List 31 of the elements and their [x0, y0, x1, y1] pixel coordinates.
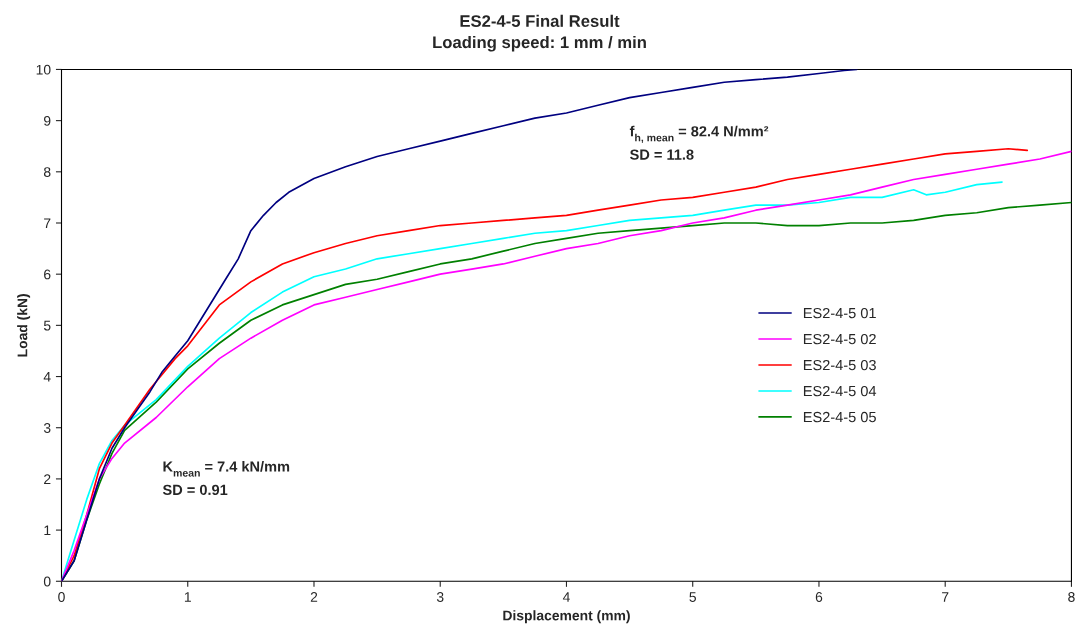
chart-title: ES2-4-5 Final Result: [460, 14, 620, 27]
legend-label: ES2-4-5 01: [803, 307, 876, 319]
legend-label: ES2-4-5 05: [803, 411, 876, 423]
legend-label: ES2-4-5 03: [803, 359, 876, 371]
y-tick-label: 8: [43, 167, 51, 177]
x-tick-label: 4: [562, 592, 570, 602]
legend-label: ES2-4-5 04: [803, 385, 877, 397]
y-axis-title: Load (kN): [17, 294, 31, 357]
annotation: Kmean = 7.4 kN/mm SD = 0.91: [162, 460, 290, 496]
annotation: fh, mean = 82.4 N/mm² SD = 11.8: [629, 125, 769, 160]
x-tick-label: 1: [184, 592, 191, 602]
x-tick-label: 2: [310, 592, 318, 602]
y-tick-label: 2: [44, 474, 51, 484]
y-tick-label: 9: [44, 115, 51, 126]
x-tick-label: 0: [58, 592, 65, 602]
x-tick-label: 8: [1068, 592, 1075, 602]
y-tick-label: 1: [44, 525, 51, 536]
y-tick-label: 5: [43, 320, 51, 331]
y-tick-label: 6: [44, 269, 51, 280]
y-tick-label: 10: [36, 64, 51, 75]
y-tick-label: 7: [44, 218, 51, 229]
x-tick-label: 5: [689, 592, 696, 602]
y-tick-label: 3: [43, 423, 51, 433]
x-tick-label: 7: [942, 592, 949, 602]
legend-label: ES2-4-5 02: [803, 333, 876, 345]
x-axis-title: Displacement (mm): [503, 610, 630, 624]
x-tick-label: 3: [436, 592, 444, 602]
x-tick-label: 6: [815, 592, 823, 602]
y-tick-label: 4: [43, 372, 51, 382]
y-tick-label: 0: [43, 576, 51, 587]
chart-subtitle: Loading speed: 1 mm / min: [433, 35, 646, 52]
